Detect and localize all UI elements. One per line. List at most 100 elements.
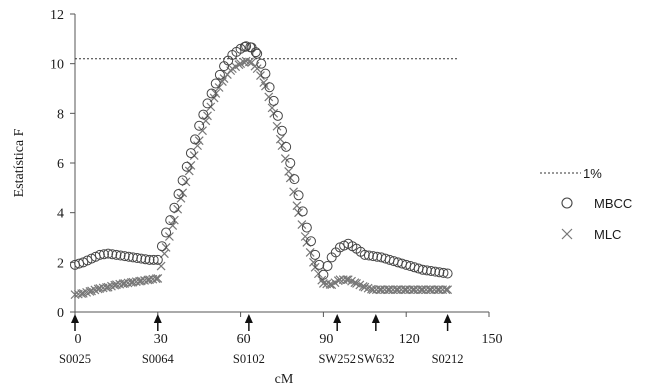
mlc-point — [78, 288, 88, 298]
mlc-point — [443, 285, 453, 295]
marker-sw252: SW252 — [318, 314, 356, 366]
mlc-point — [153, 274, 163, 283]
mlc-point — [264, 92, 274, 102]
mbcc-point — [293, 190, 304, 201]
mbcc-point — [268, 95, 279, 106]
mlc-point — [358, 281, 368, 291]
mbcc-point — [250, 47, 261, 58]
arrow-up-icon — [443, 314, 452, 323]
series-mbcc — [70, 41, 453, 280]
mlc-point — [426, 285, 436, 295]
mbcc-point — [119, 251, 130, 262]
mlc-point — [107, 281, 116, 291]
mlc-point — [284, 167, 294, 176]
mlc-point — [350, 278, 360, 288]
mbcc-point — [107, 249, 118, 260]
marker-label: S0064 — [142, 352, 175, 366]
mlc-point — [198, 126, 207, 136]
mlc-point — [342, 275, 352, 285]
marker-label: SW252 — [318, 352, 356, 366]
mbcc-point — [285, 158, 296, 168]
marker-label: S0102 — [233, 352, 265, 366]
x-tick-label: 0 — [75, 332, 82, 347]
mbcc-point — [277, 125, 287, 136]
mbcc-point — [434, 267, 445, 278]
mlc-point — [289, 187, 299, 197]
mlc-point — [87, 286, 96, 296]
mbcc-point — [241, 41, 252, 52]
y-tick-label: 4 — [57, 207, 64, 222]
arrow-up-icon — [153, 314, 162, 323]
mbcc-point — [194, 120, 205, 131]
mbcc-point — [305, 236, 316, 247]
y-tick-label: 0 — [57, 306, 64, 321]
marker-s0064: S0064 — [142, 314, 175, 366]
mbcc-point — [148, 254, 159, 265]
mlc-point — [335, 275, 345, 285]
mlc-point — [280, 154, 290, 163]
y-tick-label: 8 — [57, 107, 64, 122]
mbcc-point — [272, 110, 283, 121]
mlc-point — [360, 282, 370, 292]
mbcc-point — [115, 250, 126, 261]
mlc-point — [90, 285, 100, 295]
mlc-point — [418, 285, 428, 295]
mbcc-point — [289, 174, 300, 185]
x-tick-label: 60 — [237, 332, 251, 347]
mbcc-point — [152, 254, 163, 265]
mbcc-point — [322, 261, 333, 272]
mbcc-point — [161, 227, 172, 238]
circle-icon — [561, 197, 573, 209]
mbcc-point — [111, 249, 122, 260]
mbcc-point — [210, 78, 221, 89]
mlc-point — [272, 121, 282, 131]
mbcc-point — [136, 253, 147, 264]
marker-label: S0025 — [59, 352, 91, 366]
mbcc-point — [442, 268, 453, 279]
mbcc-point — [190, 134, 201, 145]
mlc-point — [214, 83, 224, 92]
mlc-point — [256, 71, 265, 81]
x-tick-label: 150 — [482, 332, 503, 347]
arrow-up-icon — [333, 314, 342, 323]
legend-item-threshold: 1% — [540, 166, 602, 181]
mbcc-point — [202, 98, 213, 109]
y-tick-label: 6 — [57, 157, 64, 172]
mlc-point — [156, 261, 166, 271]
mbcc-point — [264, 82, 275, 93]
marker-s0025: S0025 — [59, 314, 91, 366]
mlc-point — [82, 287, 92, 297]
mbcc-point — [206, 88, 217, 99]
mbcc-point — [181, 161, 192, 172]
arrow-up-icon — [71, 314, 79, 323]
mlc-point — [305, 247, 315, 257]
x-icon — [561, 228, 573, 240]
mbcc-point — [281, 141, 292, 152]
mlc-point — [363, 283, 373, 293]
mbcc-point — [214, 69, 225, 80]
mbcc-point — [144, 254, 155, 265]
mbcc-point — [140, 254, 151, 265]
mlc-point — [434, 285, 444, 295]
mbcc-point — [310, 249, 321, 260]
mbcc-point — [314, 259, 325, 270]
mlc-point — [102, 282, 111, 292]
mbcc-point — [417, 264, 428, 275]
mbcc-point — [132, 252, 143, 263]
mbcc-point — [185, 148, 196, 159]
mlc-point — [401, 285, 411, 295]
mbcc-point — [177, 175, 188, 186]
mlc-point — [275, 134, 285, 144]
mlc-point — [297, 220, 307, 230]
mbcc-point — [94, 249, 105, 260]
mbcc-point — [252, 48, 263, 59]
mbcc-point — [98, 249, 109, 260]
mlc-point — [168, 221, 178, 231]
mbcc-point — [156, 241, 167, 252]
x-tick-label: 120 — [399, 332, 420, 347]
mbcc-point — [438, 267, 449, 278]
mbcc-point — [430, 266, 441, 277]
mbcc-point — [301, 222, 312, 233]
mlc-point — [151, 274, 161, 284]
